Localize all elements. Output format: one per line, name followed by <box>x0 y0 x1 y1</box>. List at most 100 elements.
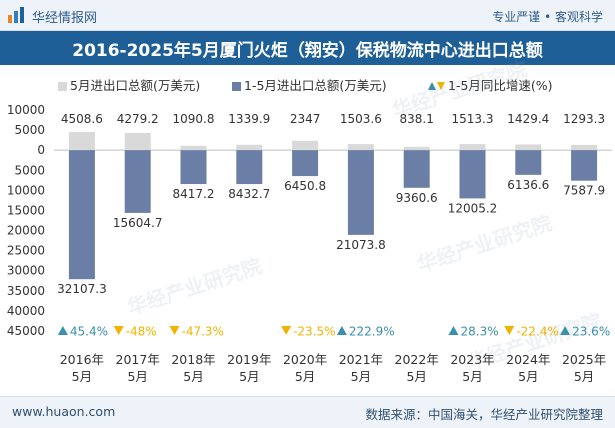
bar-monthly-label: 838.1 <box>400 112 434 126</box>
triangle-down-icon <box>437 82 445 90</box>
legend: 5月进出口总额(万美元) 1-5月进出口总额(万美元) 1-5月同比增速(%) <box>0 71 615 93</box>
bar-monthly-label: 1293.3 <box>563 112 605 126</box>
growth-down-marker <box>113 326 124 335</box>
growth-label: 222.9% <box>349 325 395 339</box>
footer-bar: www.huaon.com 数据来源：中国海关，华经产业研究院整理 <box>0 396 615 428</box>
x-tick-label: 2022年 5月 <box>395 352 439 384</box>
top-bar: 华经情报网 专业严谨 • 客观科学 <box>0 0 615 31</box>
growth-up-marker <box>448 326 459 335</box>
growth-up-marker <box>57 326 68 335</box>
logo-icon <box>8 7 24 23</box>
bar-monthly <box>68 132 95 151</box>
y-tick-label: 0 <box>37 143 45 157</box>
y-tick-label: 20000 <box>7 224 45 238</box>
bar-cumulative-label: 9360.6 <box>396 191 438 205</box>
bar-monthly-label: 1513.3 <box>452 112 494 126</box>
bar-monthly-label: 2347 <box>290 112 321 126</box>
title-bar: 2016-2025年5月厦门火炬（翔安）保税物流中心进出口总额 <box>0 31 615 65</box>
legend-item-cumulative: 1-5月进出口总额(万美元) <box>232 75 387 94</box>
growth-label: -22.4% <box>516 325 558 339</box>
legend-label-cumulative: 1-5月进出口总额(万美元) <box>244 78 387 93</box>
growth-down-marker <box>169 326 180 335</box>
growth-label: -47.3% <box>182 325 224 339</box>
website-url: www.huaon.com <box>12 404 116 419</box>
growth-label: -48% <box>126 325 157 339</box>
bar-cumulative <box>403 150 430 188</box>
growth-label: 28.3% <box>461 325 499 339</box>
y-tick-label: 25000 <box>7 244 45 258</box>
watermark-text: 华经产业研究院 <box>124 254 265 320</box>
growth-down-marker <box>504 326 515 335</box>
bar-cumulative-label: 8432.7 <box>228 187 270 201</box>
bar-cumulative-label: 12005.2 <box>448 201 498 215</box>
brand-name: 华经情报网 <box>32 11 98 26</box>
legend-label-monthly: 5月进出口总额(万美元) <box>70 78 201 93</box>
y-tick-label: 5000 <box>14 163 45 177</box>
bar-monthly <box>403 146 430 151</box>
x-tick-label: 2017年 5月 <box>116 352 160 384</box>
growth-label: 23.6% <box>572 325 610 339</box>
bar-cumulative-label: 8417.2 <box>173 187 215 201</box>
bar-cumulative <box>124 150 151 213</box>
triangle-up-icon <box>428 82 436 90</box>
bar-cumulative-label: 15604.7 <box>113 216 163 230</box>
growth-down-marker <box>281 326 292 335</box>
bar-monthly-label: 4279.2 <box>117 112 159 126</box>
bar-monthly <box>571 144 598 151</box>
y-tick-label: 45000 <box>7 324 45 338</box>
bar-cumulative <box>515 150 542 175</box>
x-tick-label: 2021年 5月 <box>339 352 383 384</box>
x-tick-label: 2024年 5月 <box>506 352 550 384</box>
legend-item-growth: 1-5月同比增速(%) <box>428 75 553 94</box>
legend-item-monthly: 5月进出口总额(万美元) <box>58 75 200 94</box>
legend-label-growth: 1-5月同比增速(%) <box>448 78 553 93</box>
data-source: 数据来源：中国海关，华经产业研究院整理 <box>365 407 603 422</box>
bar-monthly <box>459 144 486 151</box>
bar-monthly <box>236 144 263 151</box>
x-tick-label: 2016年 5月 <box>60 352 104 384</box>
legend-swatch-cumulative <box>232 82 241 91</box>
slogan: 专业严谨 • 客观科学 <box>492 10 603 24</box>
bar-monthly <box>347 144 374 151</box>
y-tick-label: 10000 <box>7 103 45 117</box>
bar-cumulative <box>459 150 486 199</box>
y-tick-label: 15000 <box>7 203 45 217</box>
bar-cumulative <box>180 150 207 185</box>
x-tick-label: 2025年 5月 <box>562 352 606 384</box>
x-tick-label: 2019年 5月 <box>227 352 271 384</box>
y-tick-label: 40000 <box>7 304 45 318</box>
bar-cumulative <box>68 150 95 280</box>
watermark-text: 华经产业研究院 <box>414 211 555 277</box>
y-tick-label: 30000 <box>7 264 45 278</box>
bar-cumulative-label: 21073.8 <box>336 238 386 252</box>
x-tick-label: 2020年 5月 <box>283 352 327 384</box>
y-tick-label: 5000 <box>14 123 45 137</box>
legend-swatch-monthly <box>58 82 67 91</box>
growth-up-marker <box>336 326 347 335</box>
y-tick-label: 35000 <box>7 284 45 298</box>
growth-up-marker <box>560 326 571 335</box>
bar-cumulative-label: 7587.9 <box>563 184 605 198</box>
bar-cumulative <box>236 150 263 185</box>
bar-monthly <box>515 144 542 151</box>
bar-monthly-label: 1503.6 <box>340 112 382 126</box>
bar-cumulative-label: 6136.6 <box>507 178 549 192</box>
chart-title: 2016-2025年5月厦门火炬（翔安）保税物流中心进出口总额 <box>72 41 543 61</box>
bar-monthly-label: 4508.6 <box>61 112 103 126</box>
bar-cumulative <box>292 150 319 177</box>
bar-monthly <box>292 140 319 151</box>
growth-label: 45.4% <box>70 325 108 339</box>
x-tick-label: 2018年 5月 <box>171 352 215 384</box>
x-tick-label: 2023年 5月 <box>450 352 494 384</box>
bar-cumulative <box>571 150 598 181</box>
bar-cumulative-label: 6450.8 <box>284 179 326 193</box>
bar-monthly-label: 1429.4 <box>507 112 549 126</box>
y-tick-label: 10000 <box>7 183 45 197</box>
bar-cumulative <box>347 150 374 235</box>
bar-monthly <box>124 132 151 151</box>
growth-label: -23.5% <box>293 325 335 339</box>
bar-monthly <box>180 145 207 151</box>
bar-cumulative-label: 32107.3 <box>57 282 107 296</box>
bar-monthly-label: 1339.9 <box>228 112 270 126</box>
